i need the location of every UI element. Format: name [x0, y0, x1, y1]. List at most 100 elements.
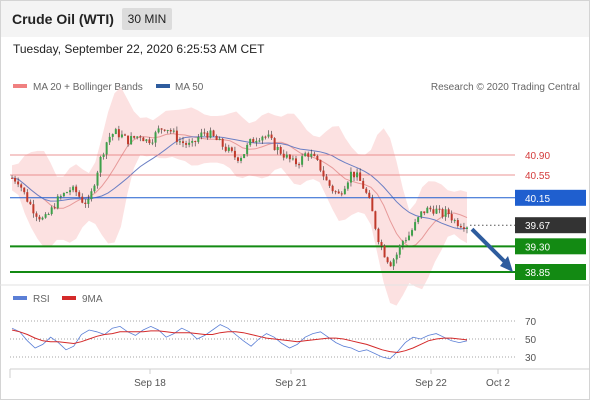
candle-body [325, 176, 328, 181]
candle-body [310, 153, 313, 157]
candle-body [386, 257, 389, 263]
candle-body [230, 147, 233, 151]
candle-body [258, 140, 261, 142]
candle-body [407, 235, 410, 241]
candle-body [450, 214, 453, 221]
candle-body [78, 192, 81, 197]
candle-body [444, 209, 447, 217]
candle-body [105, 142, 108, 155]
candle-body [279, 146, 282, 154]
chart-header: Crude Oil (WTI) 30 MIN [1, 1, 589, 37]
pivot-tag [515, 189, 586, 206]
candle-body [175, 130, 178, 142]
rsi-legend-swatch [13, 296, 27, 300]
candle-body [87, 198, 90, 205]
ma50-legend-swatch [156, 84, 170, 88]
support-label: 39.30 [525, 242, 550, 253]
candle-body [218, 138, 221, 141]
candle-body [182, 141, 185, 144]
candle-body [108, 136, 111, 143]
candle-body [157, 128, 160, 133]
candle-body [398, 245, 401, 255]
candle-body [56, 196, 59, 209]
candle-body [236, 157, 239, 161]
candle-body [346, 182, 349, 189]
candle-body [328, 180, 331, 186]
rsi-ma-line [11, 329, 468, 354]
support-label: 38.85 [525, 268, 550, 279]
candle-body [371, 198, 374, 212]
rsi-level-label: 70 [525, 317, 537, 328]
candle-body [429, 207, 432, 210]
candle-body [462, 227, 465, 229]
candle-body [392, 259, 395, 267]
candle-body [417, 217, 420, 223]
candle-body [334, 191, 337, 193]
candle-body [50, 207, 53, 215]
candle-body [270, 134, 273, 139]
candle-body [276, 146, 279, 151]
candle-body [353, 171, 356, 178]
support-tag [515, 264, 586, 280]
candle-body [389, 262, 392, 267]
candle-body [200, 132, 203, 137]
candle-body [456, 220, 459, 226]
candle-body [233, 150, 236, 158]
candle-body [197, 136, 200, 142]
candle-body [316, 156, 319, 160]
chart-timestamp: Tuesday, September 22, 2020 6:25:53 AM C… [13, 42, 265, 56]
last-price-label: 39.67 [525, 221, 550, 232]
resistance-label: 40.55 [525, 171, 550, 182]
candle-body [38, 216, 41, 220]
candle-body [59, 196, 62, 198]
forecast-arrow [470, 227, 513, 272]
x-axis-tick-label: Sep 21 [275, 378, 307, 389]
candle-body [32, 204, 35, 214]
candle-body [62, 192, 65, 197]
candle-body [191, 140, 194, 143]
candle-body [136, 136, 139, 138]
bollinger-legend-label: MA 20 + Bollinger Bands [33, 82, 143, 93]
candle-body [304, 153, 307, 157]
candle-body [255, 140, 258, 143]
candle-body [185, 143, 188, 145]
candlestick-series [11, 125, 468, 270]
candle-body [288, 154, 291, 160]
candle-body [459, 225, 462, 228]
candle-body [20, 184, 23, 188]
last-price-tag [515, 217, 586, 234]
candle-body [227, 147, 230, 151]
candle-body [322, 170, 325, 177]
candle-body [466, 227, 468, 229]
candle-body [441, 209, 444, 217]
candle-body [47, 214, 50, 216]
candle-body [285, 154, 288, 158]
candle-body [215, 135, 218, 141]
candle-body [127, 135, 130, 145]
support-tag [515, 238, 586, 255]
candle-body [160, 128, 163, 130]
x-axis: Sep 18 Sep 21 Sep 22 Oct 2 [134, 369, 510, 389]
candle-body [401, 241, 404, 246]
candle-body [17, 181, 20, 185]
candle-body [96, 172, 99, 186]
candle-body [35, 213, 38, 217]
candle-body [75, 186, 78, 193]
candle-body [414, 222, 417, 231]
candle-body [331, 185, 334, 192]
candle-body [420, 211, 423, 218]
candle-body [203, 132, 206, 134]
rsi-panel: 70 50 30 [10, 317, 537, 364]
candle-body [139, 136, 142, 138]
candle-body [209, 130, 212, 138]
candle-body [249, 138, 252, 145]
candle-body [313, 153, 316, 157]
candle-body [264, 136, 267, 138]
interval-badge[interactable]: 30 MIN [122, 8, 172, 30]
candle-body [90, 191, 93, 199]
candle-body [148, 139, 151, 144]
resistance-label: 40.90 [525, 151, 550, 162]
candle-body [298, 164, 301, 166]
candle-body [44, 214, 47, 218]
